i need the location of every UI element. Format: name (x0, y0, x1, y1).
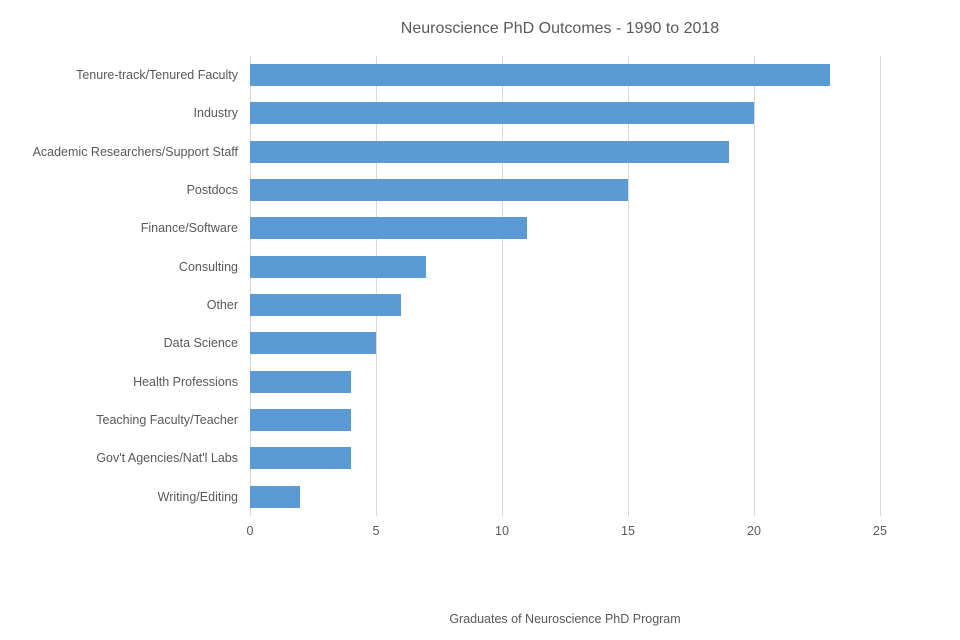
bar-row: Consulting (250, 256, 880, 278)
category-label: Data Science (164, 337, 250, 350)
bar-row: Industry (250, 102, 880, 124)
category-label: Finance/Software (141, 222, 250, 235)
x-tick-label: 5 (373, 524, 380, 538)
chart-title: Neuroscience PhD Outcomes - 1990 to 2018 (200, 20, 920, 38)
bar (250, 64, 830, 86)
bar-row: Writing/Editing (250, 486, 880, 508)
bar (250, 332, 376, 354)
category-label: Gov't Agencies/Nat'l Labs (96, 452, 250, 465)
bar-row: Other (250, 294, 880, 316)
bar-row: Data Science (250, 332, 880, 354)
category-label: Academic Researchers/Support Staff (33, 146, 250, 159)
plot-area: Tenure-track/Tenured Faculty Industry Acad… (250, 56, 880, 556)
x-axis-title: Graduates of Neuroscience PhD Program (210, 612, 920, 626)
bar-row: Postdocs (250, 179, 880, 201)
bar (250, 141, 729, 163)
category-label: Industry (194, 107, 250, 120)
category-label: Postdocs (187, 184, 250, 197)
chart-container: Neuroscience PhD Outcomes - 1990 to 2018… (0, 0, 960, 640)
bar (250, 486, 300, 508)
x-tick-label: 15 (621, 524, 635, 538)
bar (250, 102, 754, 124)
bar (250, 294, 401, 316)
bar (250, 179, 628, 201)
category-label: Tenure-track/Tenured Faculty (76, 69, 250, 82)
bar-row: Tenure-track/Tenured Faculty (250, 64, 880, 86)
bars-group: Tenure-track/Tenured Faculty Industry Acad… (250, 56, 880, 516)
bar-row: Gov't Agencies/Nat'l Labs (250, 447, 880, 469)
bar-row: Health Professions (250, 371, 880, 393)
category-label: Consulting (179, 261, 250, 274)
x-tick-label: 25 (873, 524, 887, 538)
x-axis: 0510152025 (250, 516, 880, 556)
bar-row: Finance/Software (250, 217, 880, 239)
category-label: Health Professions (133, 376, 250, 389)
bar (250, 409, 351, 431)
bar (250, 371, 351, 393)
bar (250, 447, 351, 469)
bar-row: Academic Researchers/Support Staff (250, 141, 880, 163)
x-tick-label: 20 (747, 524, 761, 538)
x-tick-label: 10 (495, 524, 509, 538)
x-tick-label: 0 (247, 524, 254, 538)
bar (250, 256, 426, 278)
bar-row: Teaching Faculty/Teacher (250, 409, 880, 431)
bar (250, 217, 527, 239)
category-label: Other (207, 299, 250, 312)
gridline (880, 56, 881, 516)
category-label: Writing/Editing (158, 491, 250, 504)
category-label: Teaching Faculty/Teacher (96, 414, 250, 427)
